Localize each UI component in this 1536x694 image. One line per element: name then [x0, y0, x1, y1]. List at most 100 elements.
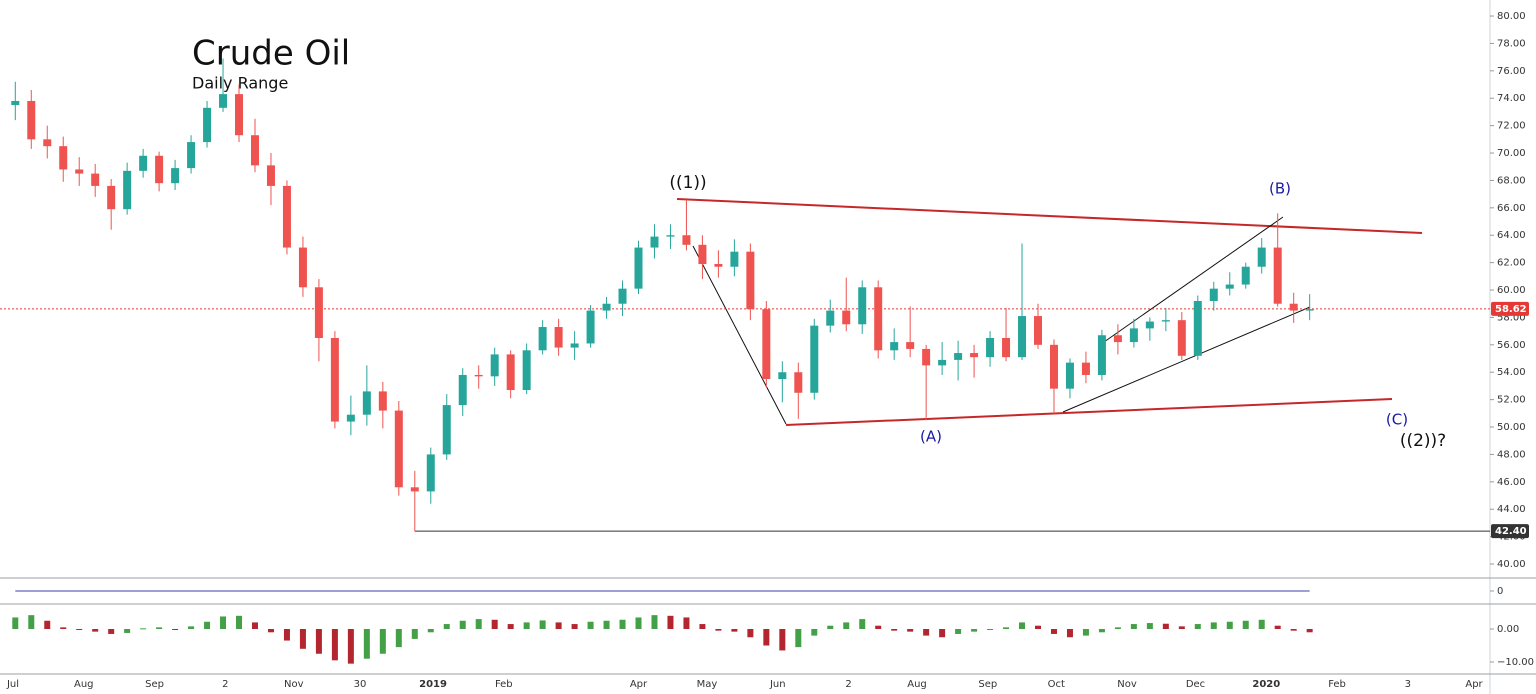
histogram-bar: [987, 629, 994, 631]
y-tick-label: 56.00: [1497, 340, 1526, 351]
histogram-bar: [1162, 623, 1169, 630]
candle-body: [155, 155, 164, 184]
candle-body: [27, 100, 36, 140]
x-tick-label: Sep: [145, 679, 164, 690]
candle-body: [682, 235, 691, 245]
candle-body: [298, 247, 307, 288]
histogram-bar: [859, 619, 866, 630]
histogram-bar: [923, 629, 930, 636]
histogram-bar: [1098, 629, 1105, 633]
candle-body: [219, 94, 228, 108]
candle-body: [490, 354, 499, 377]
histogram-bar: [1130, 624, 1137, 630]
histogram-bar: [124, 629, 131, 633]
candle-body: [203, 107, 212, 143]
candle-body: [1257, 247, 1266, 267]
histogram-bar: [1226, 621, 1233, 630]
histogram-bar: [795, 629, 802, 648]
x-tick-label: Nov: [1117, 679, 1137, 690]
y-tick-label: 48.00: [1497, 449, 1526, 460]
candle-body: [746, 251, 755, 310]
histogram-bar: [699, 624, 706, 630]
candle-body: [794, 372, 803, 393]
histogram-bar: [1274, 625, 1281, 630]
candle-body: [1002, 337, 1011, 358]
candle-body: [938, 359, 947, 366]
histogram-bar: [347, 629, 354, 664]
histogram-bar: [1114, 627, 1121, 630]
x-tick-label: Nov: [284, 679, 304, 690]
wave-label: (B): [1269, 180, 1291, 198]
histogram-bar: [811, 629, 818, 636]
candle-body: [11, 100, 20, 106]
histogram-bar: [1194, 624, 1201, 630]
wave-label: (C): [1386, 411, 1408, 429]
candle-body: [858, 287, 867, 325]
histogram-bar: [891, 629, 898, 631]
histogram-bar: [907, 629, 914, 632]
y-tick-label: 74.00: [1497, 93, 1526, 104]
chart-subtitle: Daily Range: [192, 74, 288, 93]
histogram-bar: [251, 622, 258, 630]
histogram-bar: [715, 629, 722, 631]
histogram-bar: [955, 629, 962, 634]
x-tick-label: 3: [1405, 679, 1411, 690]
wave-label: (A): [920, 428, 942, 446]
candle-body: [570, 343, 579, 348]
price-tag: [1491, 524, 1529, 539]
candle-body: [602, 303, 611, 311]
x-tick-label: 2020: [1252, 679, 1280, 690]
candle-body: [1018, 316, 1027, 358]
histogram-bar: [28, 615, 35, 630]
candle-body: [1049, 344, 1058, 389]
y-tick-label: 40.00: [1497, 559, 1526, 570]
histogram-bar: [76, 629, 83, 631]
histogram-bar: [843, 622, 850, 630]
candle-body: [282, 185, 291, 248]
histogram-bar: [411, 629, 418, 639]
histogram-bar: [1066, 629, 1073, 638]
histogram-bar: [60, 627, 67, 630]
histogram-bar: [299, 629, 306, 649]
candle-body: [1305, 309, 1314, 311]
candle-body: [762, 309, 771, 380]
candle-body: [522, 350, 531, 391]
x-tick-label: Jun: [769, 679, 786, 690]
chart-title: Crude Oil: [192, 34, 350, 74]
y-tick-label: 58.00: [1497, 312, 1526, 323]
histogram-bar: [92, 629, 99, 632]
histogram-bar: [507, 624, 514, 630]
x-tick-label: Jul: [6, 679, 19, 690]
candle-body: [666, 235, 675, 237]
candle-body: [123, 170, 132, 210]
trendline: [785, 398, 1393, 426]
x-tick-label: Apr: [630, 679, 648, 690]
histogram-bar: [443, 624, 450, 630]
y-tick-label: 68.00: [1497, 175, 1526, 186]
candle-body: [842, 310, 851, 325]
candle-body: [266, 165, 275, 186]
candle-body: [874, 287, 883, 351]
candle-body: [1225, 284, 1234, 289]
histogram-bar: [747, 629, 754, 638]
histogram-bar: [875, 625, 882, 630]
candle-body: [474, 374, 483, 377]
histogram-bar: [108, 629, 115, 634]
candle-body: [442, 405, 451, 455]
candle-body: [410, 487, 419, 492]
histogram-bar: [667, 615, 674, 630]
candle-body: [1034, 316, 1043, 345]
x-tick-label: Feb: [1328, 679, 1346, 690]
candle-body: [810, 325, 819, 393]
candle-body: [890, 342, 899, 351]
y-tick-label: 50.00: [1497, 422, 1526, 433]
trendline: [1062, 306, 1311, 413]
histogram-bar: [220, 616, 227, 630]
candle-body: [1097, 335, 1106, 375]
price-tag-label: 42.40: [1495, 526, 1527, 537]
histogram-bar: [395, 629, 402, 648]
candle-body: [1241, 266, 1250, 285]
y-tick-label: 60.00: [1497, 285, 1526, 296]
y-tick-label: 44.00: [1497, 504, 1526, 515]
candle-body: [250, 135, 259, 166]
